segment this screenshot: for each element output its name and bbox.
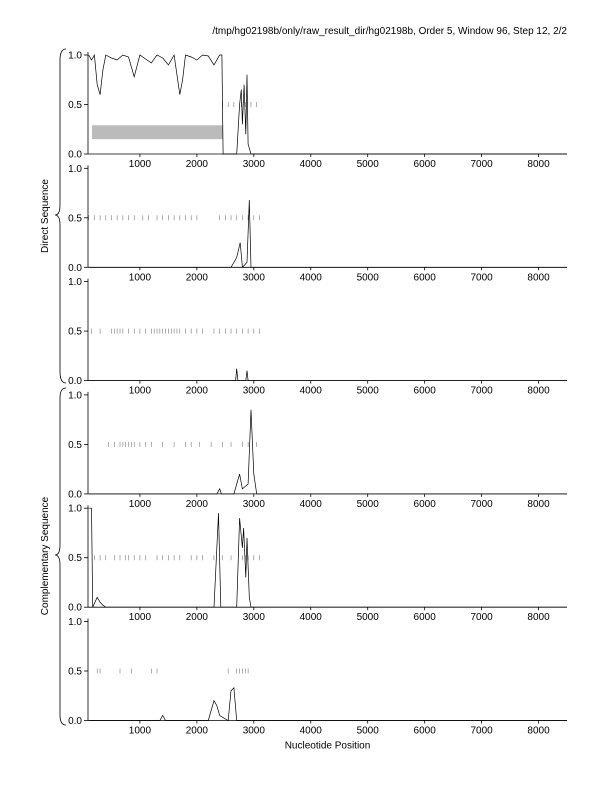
y-tick-label: 0.0	[68, 603, 82, 614]
y-tick-label: 0.5	[68, 327, 82, 338]
x-tick-label: 6000	[414, 159, 437, 170]
x-tick-label: 2000	[186, 159, 209, 170]
brace	[54, 48, 67, 384]
y-tick-label: 0.5	[68, 553, 82, 564]
y-tick-label: 0.5	[68, 440, 82, 451]
x-tick-label: 5000	[357, 612, 380, 623]
y-tick-label: 1.0	[68, 164, 82, 175]
score-line	[88, 507, 567, 608]
x-tick-label: 1000	[129, 612, 152, 623]
y-tick-label: 1.0	[68, 51, 82, 62]
x-tick-label: 5000	[357, 272, 380, 283]
x-tick-label: 1000	[129, 386, 152, 397]
x-tick-label: 2000	[186, 386, 209, 397]
y-tick-label: 0.0	[68, 489, 82, 500]
x-tick-label: 6000	[414, 386, 437, 397]
x-tick-label: 7000	[470, 386, 493, 397]
y-tick-label: 0.5	[68, 100, 82, 111]
y-tick-label: 0.0	[68, 376, 82, 387]
y-tick-label: 1.0	[68, 277, 82, 288]
x-tick-label: 8000	[527, 386, 550, 397]
x-tick-label: 6000	[414, 499, 437, 510]
x-tick-label: 5000	[357, 499, 380, 510]
score-line	[88, 53, 567, 155]
group-label: Direct Sequence	[40, 179, 51, 253]
x-tick-label: 4000	[300, 499, 323, 510]
y-tick-label: 1.0	[68, 504, 82, 515]
score-line	[88, 409, 567, 495]
y-tick-label: 0.0	[68, 263, 82, 274]
y-tick-label: 0.0	[68, 150, 82, 161]
y-tick-label: 1.0	[68, 617, 82, 628]
x-tick-label: 3000	[243, 159, 266, 170]
x-tick-label: 8000	[527, 726, 550, 737]
y-tick-label: 0.0	[68, 716, 82, 727]
x-tick-label: 5000	[357, 726, 380, 737]
score-line	[88, 199, 567, 269]
score-line	[88, 687, 567, 722]
x-tick-label: 8000	[527, 499, 550, 510]
x-tick-label: 7000	[470, 272, 493, 283]
x-tick-label: 1000	[129, 726, 152, 737]
y-tick-label: 0.5	[68, 213, 82, 224]
x-tick-label: 1000	[129, 272, 152, 283]
brace	[54, 387, 67, 726]
x-tick-label: 8000	[527, 272, 550, 283]
x-tick-label: 6000	[414, 726, 437, 737]
x-tick-label: 7000	[470, 612, 493, 623]
x-tick-label: 4000	[300, 272, 323, 283]
x-tick-label: 4000	[300, 726, 323, 737]
x-tick-label: 4000	[300, 612, 323, 623]
x-tick-label: 3000	[243, 499, 266, 510]
x-tick-label: 7000	[470, 499, 493, 510]
x-tick-label: 1000	[129, 159, 152, 170]
x-tick-label: 2000	[186, 726, 209, 737]
x-tick-label: 8000	[527, 159, 550, 170]
header-title: /tmp/hg02198b/only/raw_result_dir/hg0219…	[212, 26, 567, 37]
x-tick-label: 7000	[470, 726, 493, 737]
x-tick-label: 6000	[414, 272, 437, 283]
x-tick-label: 4000	[300, 386, 323, 397]
region	[91, 125, 223, 140]
x-tick-label: 1000	[129, 499, 152, 510]
x-tick-label: 5000	[357, 386, 380, 397]
x-tick-label: 3000	[243, 386, 266, 397]
x-tick-label: 4000	[300, 159, 323, 170]
x-tick-label: 2000	[186, 272, 209, 283]
x-tick-label: 3000	[243, 612, 266, 623]
x-tick-label: 6000	[414, 612, 437, 623]
x-tick-label: 8000	[527, 612, 550, 623]
score-line	[88, 368, 567, 381]
y-tick-label: 1.0	[68, 390, 82, 401]
y-tick-label: 0.5	[68, 667, 82, 678]
x-tick-label: 5000	[357, 159, 380, 170]
x-tick-label: 3000	[243, 272, 266, 283]
group-label: Complementary Sequence	[40, 496, 51, 615]
x-tick-label: 2000	[186, 499, 209, 510]
x-tick-label: 7000	[470, 159, 493, 170]
x-tick-label: 3000	[243, 726, 266, 737]
x-axis-label: Nucleotide Position	[285, 741, 371, 752]
x-tick-label: 2000	[186, 612, 209, 623]
